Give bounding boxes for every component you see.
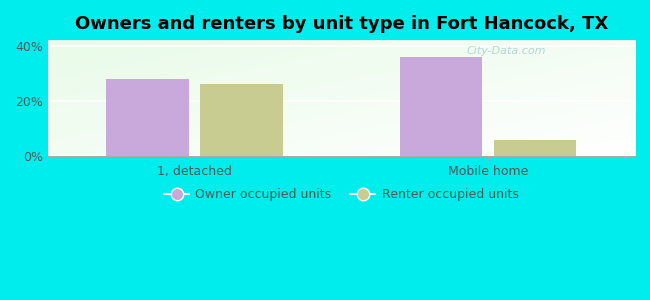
Bar xyxy=(400,57,482,156)
Legend: Owner occupied units, Renter occupied units: Owner occupied units, Renter occupied un… xyxy=(159,183,523,206)
Title: Owners and renters by unit type in Fort Hancock, TX: Owners and renters by unit type in Fort … xyxy=(75,15,608,33)
Bar xyxy=(107,79,188,156)
Bar xyxy=(494,140,577,156)
Bar xyxy=(200,84,283,156)
Text: City-Data.com: City-Data.com xyxy=(466,46,545,56)
